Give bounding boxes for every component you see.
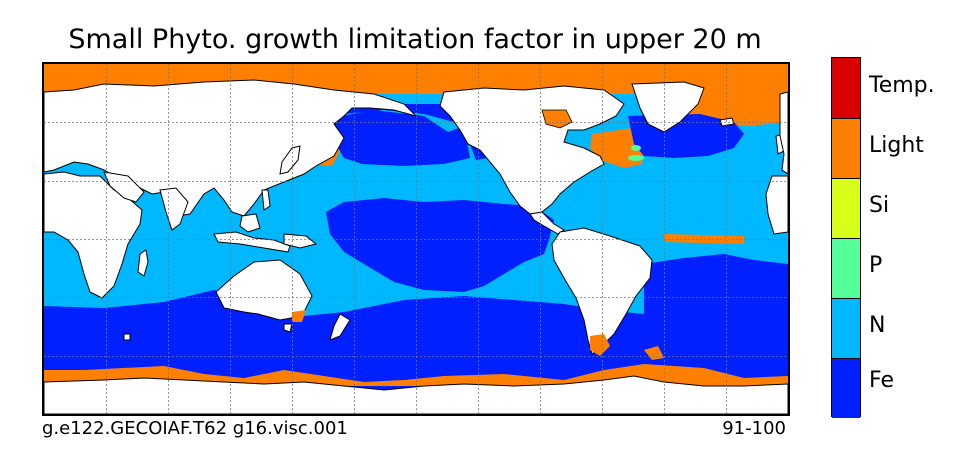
colorbar-segment-p: [832, 238, 860, 298]
colorbar-label-si: Si: [869, 193, 890, 218]
colorbar-segment-temp: [832, 58, 860, 118]
colorbar-segment-light: [832, 118, 860, 178]
colorbar-segment-si: [832, 178, 860, 238]
colorbar-label-p: P: [869, 253, 883, 278]
land-borneo: [239, 213, 261, 233]
region-light-patagonia: [590, 334, 610, 356]
land-australia: [215, 259, 313, 321]
land-africa: [44, 171, 143, 299]
region-p-grand-banks: [631, 145, 641, 151]
land-tasmania: [283, 323, 293, 333]
colorbar-segment-n: [832, 298, 860, 358]
chart-title: Small Phyto. growth limitation factor in…: [68, 24, 762, 55]
land-europe-edge: [779, 91, 788, 175]
ocean-map: [44, 64, 788, 414]
gridlines: [44, 64, 788, 414]
land-india: [159, 187, 189, 231]
region-light-south-atl: [664, 234, 744, 244]
colorbar-label-n: N: [869, 313, 886, 338]
region-fe-north-pacific: [320, 110, 470, 166]
region-light-hudson-bay: [541, 109, 573, 129]
land-kerguelen: [123, 333, 131, 341]
region-fe-eq-pacific: [326, 198, 554, 292]
land-japan: [279, 145, 301, 175]
land-antarctica: [44, 375, 788, 414]
land-madagascar: [137, 249, 149, 277]
region-light-se-aus: [292, 310, 306, 322]
land-indonesia: [213, 231, 291, 253]
land-new-zealand: [329, 313, 351, 341]
colorbar-label-light: Light: [869, 133, 924, 158]
land-iceland: [719, 117, 735, 127]
colorbar: [831, 57, 861, 418]
colorbar-segment-fe: [832, 358, 860, 418]
case-name: g.e122.GECOIAF.T62 g16.visc.001: [42, 418, 348, 439]
land-north-america: [439, 85, 625, 215]
land-new-guinea: [283, 233, 318, 249]
map-panel: [42, 62, 790, 416]
land-greenland: [631, 81, 705, 133]
region-p-newfoundland: [628, 155, 644, 161]
region-light-weddell: [644, 346, 664, 360]
land-masses: [44, 79, 788, 414]
land-africa-edge: [765, 175, 788, 235]
land-philippines: [261, 189, 271, 211]
colorbar-label-fe: Fe: [869, 368, 894, 394]
colorbar-label-temp: Temp.: [869, 73, 935, 98]
land-arabia: [103, 171, 145, 203]
year-range: 91-100: [722, 418, 786, 439]
